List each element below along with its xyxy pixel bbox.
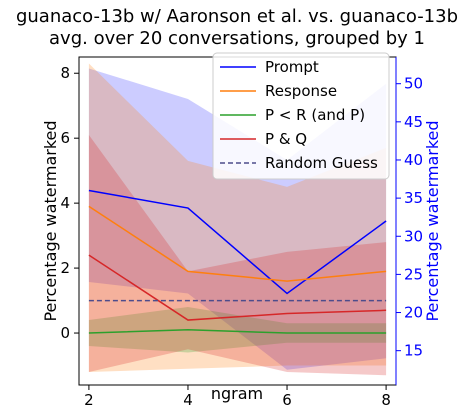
y-axis-ticks: 0 2 4 6 8 [60,64,79,342]
right-axis-ticks: 15 20 25 30 35 40 45 50 [396,75,423,360]
right-tick-label: 20 [404,304,423,322]
x-tick-label: 2 [84,391,94,405]
chart-subtitle: avg. over 20 conversations, grouped by 1 [49,28,425,49]
right-tick-label: 30 [404,227,423,245]
right-tick-label: 40 [404,151,423,169]
y-tick-label: 2 [60,259,70,277]
x-tick-label: 6 [282,391,292,405]
x-axis-label: ngram [211,384,263,403]
y-tick-label: 0 [60,324,70,342]
p-q-band [88,134,387,376]
legend-label-p-r-and-p: P < R (and P) [265,106,365,124]
legend-box [212,52,390,180]
prompt-line [88,189,387,295]
y-tick-label: 4 [60,194,70,212]
right-tick-label: 45 [404,113,423,131]
x-axis-ticks: 2 4 6 8 [84,385,391,405]
p-r-and-p-line [88,329,387,334]
p-q-line [88,254,387,321]
p-r-and-p-band [88,307,387,353]
legend-label-random-guess: Random Guess [265,154,378,172]
legend-label-response: Response [265,82,337,100]
x-tick-label: 8 [381,391,391,405]
right-tick-label: 25 [404,265,423,283]
series-lines [88,189,387,334]
right-tick-label: 15 [404,342,423,360]
legend: Prompt Response P < R (and P) P & Q Random G… [212,52,390,180]
legend-label-prompt: Prompt [265,58,319,76]
y-tick-label: 6 [60,129,70,147]
y-axis-label: Percentage watermarked [41,120,60,321]
legend-label-p-q: P & Q [265,130,307,148]
response-band [88,63,387,373]
response-line [88,205,387,282]
right-axis-label: Percentage watermarked [423,120,442,321]
chart-title: guanaco-13b w/ Aaronson et al. vs. guana… [16,6,458,27]
x-tick-label: 4 [183,391,193,405]
y-tick-label: 8 [60,64,70,82]
right-tick-label: 35 [404,189,423,207]
right-tick-label: 50 [404,75,423,93]
